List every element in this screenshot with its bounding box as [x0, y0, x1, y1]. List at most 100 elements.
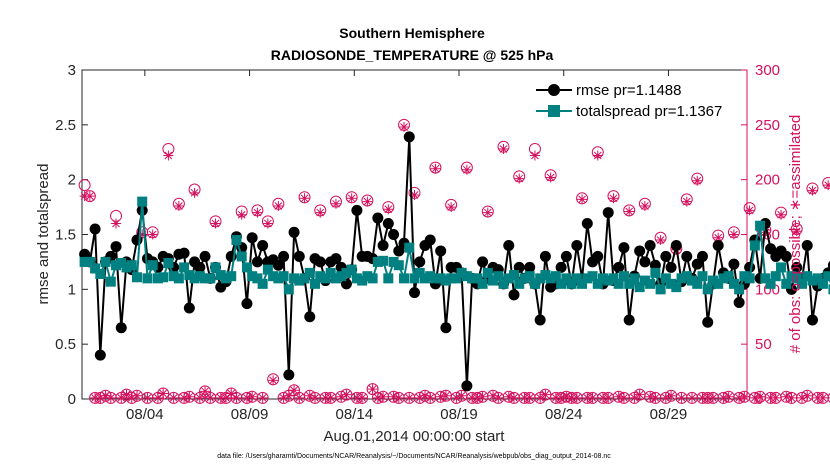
totalspread-point [765, 278, 776, 289]
totalspread-point [84, 256, 95, 267]
totalspread-point [519, 273, 530, 284]
obs-assimilated-point [346, 193, 357, 204]
rmse-point [131, 234, 143, 246]
obs-assimilated-point [357, 392, 368, 403]
obs-assimilated-point [577, 194, 588, 205]
obs-assimilated-point [734, 392, 745, 403]
legend-spread-marker [548, 105, 560, 117]
totalspread-point [540, 270, 551, 281]
y2-axis-label: # of obs: o=possible; ∗=assimilated [787, 115, 804, 354]
totalspread-point [320, 273, 331, 284]
rmse-point [461, 380, 473, 392]
legend: rmse pr=1.1488 totalspread pr=1.1367 [532, 76, 742, 122]
y-tick-label: 1.5 [55, 227, 76, 244]
rmse-point [613, 261, 625, 273]
obs-assimilated-point [796, 392, 807, 403]
obs-assimilated-point [493, 392, 504, 403]
rmse-point [660, 250, 672, 262]
rmse-point [581, 218, 593, 230]
totalspread-point [142, 273, 153, 284]
totalspread-point [425, 271, 436, 282]
rmse-point [801, 239, 813, 251]
obs-assimilated-point [100, 390, 111, 401]
obs-assimilated-point [561, 391, 572, 402]
obs-assimilated-point [241, 392, 252, 403]
totalspread-point [168, 271, 179, 282]
obs-assimilated-point [440, 390, 451, 401]
totalspread-point [393, 260, 404, 271]
obs-assimilated-point [184, 391, 195, 402]
obs-assimilated-point [152, 392, 163, 403]
totalspread-point [116, 258, 127, 269]
totalspread-point [79, 256, 90, 267]
obs-assimilated-point [629, 392, 640, 403]
rmse-point [571, 239, 583, 251]
totalspread-point [639, 275, 650, 286]
totalspread-point [828, 284, 830, 295]
obs-assimilated-point [414, 392, 425, 403]
rmse-point [765, 243, 777, 255]
obs-assimilated-point [482, 207, 493, 218]
totalspread-point [194, 271, 205, 282]
obs-assimilated-point [168, 392, 179, 403]
obs-assimilated-point [718, 392, 729, 403]
obs-assimilated-point [336, 391, 347, 402]
obs-assimilated-point [687, 392, 698, 403]
rmse-point [728, 258, 740, 270]
totalspread-point [215, 270, 226, 281]
totalspread-point [268, 271, 279, 282]
obs-assimilated-point [299, 193, 310, 204]
totalspread-point [702, 284, 713, 295]
obs-assimilated-point [519, 392, 530, 403]
obs-assimilated-point [488, 390, 499, 401]
obs-assimilated-point [409, 190, 420, 201]
totalspread-point [388, 256, 399, 267]
obs-assimilated-point [362, 196, 373, 207]
totalspread-point [755, 220, 766, 231]
obs-assimilated-point [817, 392, 828, 403]
obs-assimilated-point [121, 389, 132, 400]
totalspread-point [482, 267, 493, 278]
obs-assimilated-point [540, 389, 551, 400]
totalspread-point [629, 273, 640, 284]
obs-assimilated-point [550, 392, 561, 403]
totalspread-point [247, 271, 258, 282]
rmse-point [665, 261, 677, 273]
totalspread-point [121, 262, 132, 273]
totalspread-point [697, 271, 708, 282]
obs-assimilated-point [147, 229, 158, 240]
totalspread-point [681, 271, 692, 282]
totalspread-point [236, 251, 247, 262]
rmse-point [440, 322, 452, 334]
obs-assimilated-point [598, 392, 609, 403]
obs-assimilated-point [812, 392, 823, 403]
rmse-point [257, 239, 269, 251]
obs-assimilated-point [451, 392, 462, 403]
rmse-point [424, 234, 436, 246]
rmse-point [372, 212, 384, 224]
y-tick-label: 2 [68, 172, 76, 189]
rmse-point [183, 302, 195, 314]
y-tick-label: 0.5 [55, 336, 76, 353]
obs-assimilated-point [608, 193, 619, 204]
totalspread-point [383, 273, 394, 284]
totalspread-point [603, 275, 614, 286]
rmse-point [634, 245, 646, 257]
rmse-point [555, 261, 567, 273]
obs-assimilated-point [498, 143, 509, 154]
obs-assimilated-point [205, 392, 216, 403]
totalspread-point [299, 273, 310, 284]
obs-assimilated-point [310, 392, 321, 403]
obs-assimilated-point [660, 392, 671, 403]
rmse-point [278, 250, 290, 262]
totalspread-point [707, 275, 718, 286]
obs-assimilated-point [268, 375, 279, 386]
rmse-point [304, 311, 316, 323]
x-tick-label: 08/19 [440, 406, 478, 423]
totalspread-point [100, 256, 111, 267]
rmse-point [670, 239, 682, 251]
rmse-point [539, 250, 551, 262]
obs-assimilated-point [257, 392, 268, 403]
rmse-point [314, 256, 326, 268]
